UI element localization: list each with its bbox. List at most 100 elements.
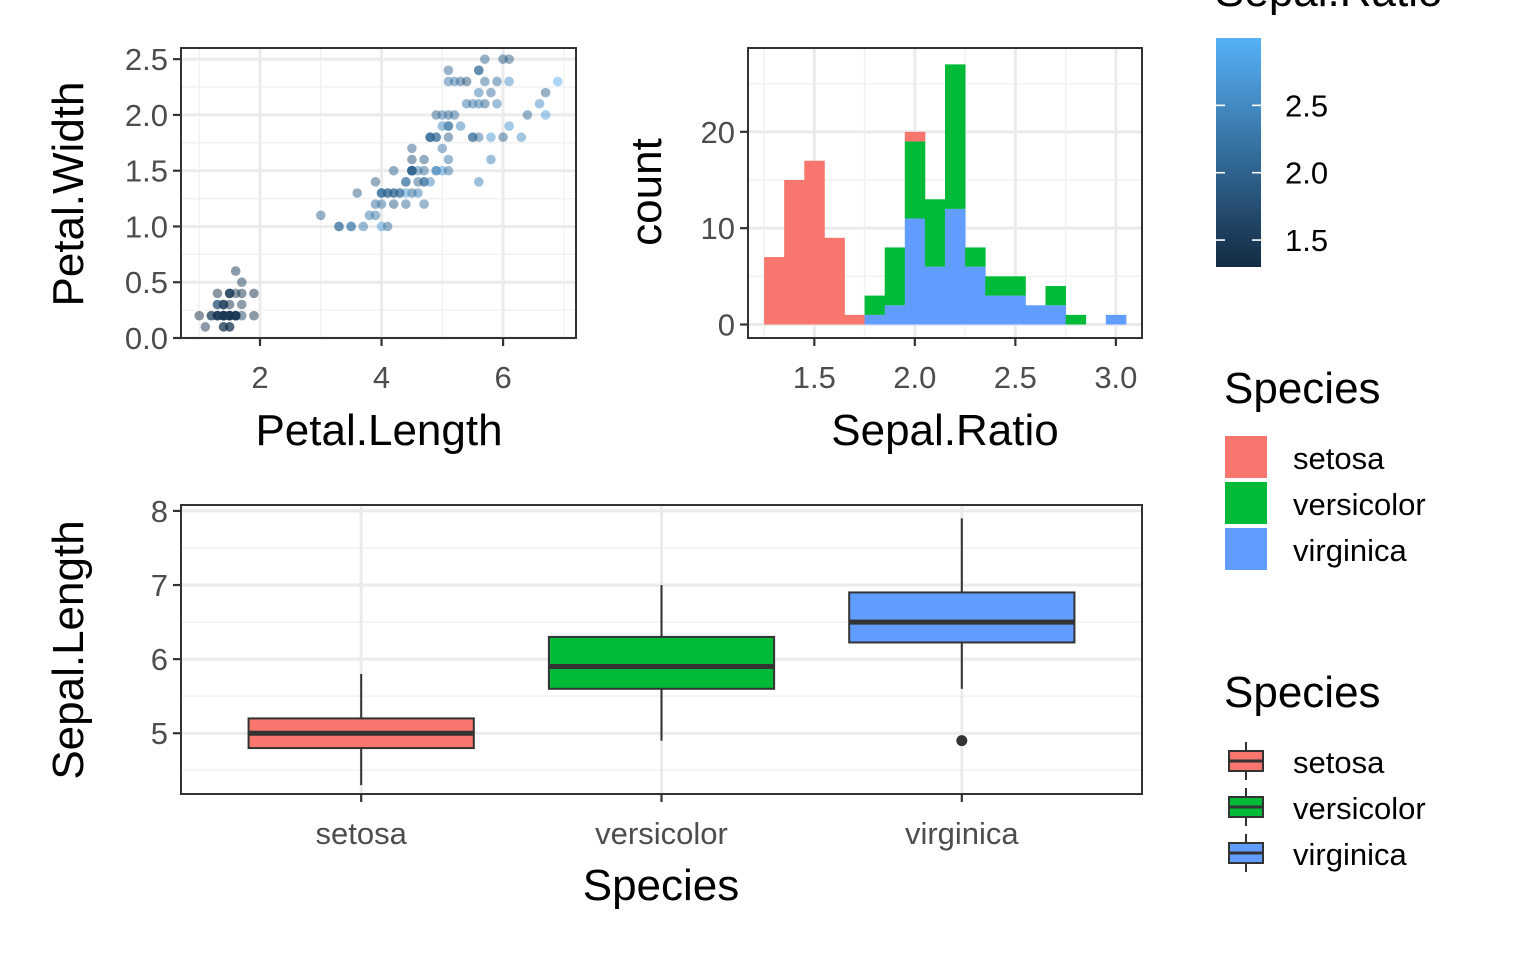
histogram-bar-virginica	[1005, 295, 1026, 325]
boxplot-x-axis-title: Species	[583, 861, 740, 910]
scatter-point	[443, 65, 454, 76]
box-legend-label-setosa: setosa	[1293, 745, 1385, 780]
histogram-bar-versicolor	[945, 64, 966, 209]
scatter-y-tick-label: 1.5	[125, 154, 168, 189]
scatter-point	[540, 87, 551, 98]
scatter-point	[419, 199, 429, 209]
box-legend-title: Species	[1224, 668, 1381, 717]
scatter-y-tick-label: 2.5	[125, 42, 168, 77]
scatter-point	[461, 76, 472, 87]
histogram-bar-virginica	[904, 218, 926, 325]
scatter-point	[419, 165, 429, 176]
scatter-point	[467, 132, 478, 143]
boxplot-box-virginica	[848, 591, 1076, 644]
scatter-x-tick-label: 6	[494, 360, 511, 395]
histogram-x-tick-label: 1.5	[793, 360, 836, 395]
scatter-point	[224, 288, 235, 299]
scatter-point	[194, 310, 205, 321]
scatter-y-axis-title: Petal.Width	[44, 82, 93, 307]
histogram-x-tick-label: 3.0	[1094, 360, 1137, 395]
scatter-point	[534, 98, 545, 109]
scatter-point	[419, 154, 429, 165]
scatter-point	[352, 188, 363, 198]
scatter-point	[388, 199, 399, 209]
scatter-point	[249, 310, 259, 321]
scatter-x-tick-label: 2	[251, 360, 268, 395]
histogram-bar-versicolor	[985, 276, 1006, 296]
scatter-point	[437, 121, 448, 131]
histogram-tick-marks	[740, 130, 1117, 346]
scatter-point	[212, 288, 223, 299]
legend-key-versicolor	[1225, 482, 1267, 524]
scatter-point	[443, 165, 454, 176]
scatter-point	[486, 154, 496, 165]
scatter-point	[334, 221, 344, 232]
histogram-bar-versicolor	[965, 247, 986, 267]
histogram-bar-versicolor	[1005, 276, 1026, 296]
scatter-y-tick-label: 0.0	[125, 321, 168, 356]
scatter-point	[382, 188, 393, 198]
boxplot-outlier-virginica	[956, 735, 968, 747]
histogram-bar-setosa	[824, 237, 845, 325]
legend-key-virginica	[1225, 528, 1267, 570]
scatter-point	[394, 188, 405, 198]
scatter-point	[425, 177, 435, 187]
scatter-panel-border	[180, 47, 577, 339]
fill-legend: Species setosa versicolor virginica	[1224, 364, 1426, 570]
scatter-tick-marks	[173, 58, 505, 346]
scatter-point	[449, 76, 460, 87]
scatter-point	[443, 132, 454, 143]
scatter-point	[473, 177, 484, 187]
scatter-point	[388, 165, 399, 176]
scatter-x-tick-label: 4	[373, 360, 390, 395]
box-legend: Species setosa versicolor virginica	[1224, 668, 1426, 872]
histogram-x-tick-label: 2.5	[994, 360, 1037, 395]
scatter-point	[443, 154, 454, 165]
histogram-bar-versicolor	[1065, 314, 1087, 325]
histogram-bar-versicolor	[864, 295, 886, 315]
scatter-point	[473, 65, 484, 76]
scatter-point	[473, 98, 484, 109]
box-legend-label-versicolor: versicolor	[1293, 791, 1426, 826]
box-legend-keys	[1228, 742, 1264, 872]
scatter-point	[504, 121, 514, 131]
scatter-point	[437, 143, 448, 154]
histogram-bar-versicolor	[924, 199, 946, 267]
histogram-bar-versicolor	[884, 247, 906, 306]
colorbar-label: 1.5	[1285, 223, 1328, 258]
legend-key-setosa	[1225, 436, 1267, 478]
histogram-x-axis-title: Sepal.Ratio	[831, 406, 1058, 455]
scatter-point	[425, 132, 435, 143]
scatter-point	[552, 76, 563, 87]
histogram-panel-border	[747, 47, 1143, 339]
legend-label-versicolor: versicolor	[1293, 487, 1426, 522]
histogram-x-tick-label: 2.0	[893, 360, 936, 395]
histogram-bar-virginica	[965, 266, 986, 325]
scatter-point	[492, 98, 502, 109]
boxplot-tick-marks	[173, 509, 963, 802]
histogram-bar-virginica	[945, 208, 966, 325]
histogram-bar-virginica	[924, 266, 946, 325]
scatter-point	[455, 121, 466, 131]
scatter-point	[236, 299, 247, 310]
histogram-y-axis-title: count	[622, 138, 671, 246]
histogram-bar-virginica	[1045, 305, 1067, 325]
legend-label-virginica: virginica	[1293, 533, 1407, 568]
boxplot-x-tick-label: virginica	[905, 816, 1019, 851]
scatter-point	[498, 132, 508, 143]
scatter-point	[218, 322, 229, 332]
scatter-y-tick-label: 2.0	[125, 98, 168, 133]
boxplot-x-tick-label: setosa	[316, 816, 408, 851]
histogram-y-tick-label: 0	[718, 308, 735, 343]
boxplot-y-tick-label: 8	[151, 494, 168, 529]
scatter-point	[200, 322, 211, 332]
colorbar-legend: Sepal.Ratio 1.5 2.0 2.5	[1215, 0, 1442, 267]
histogram-bar-versicolor	[904, 141, 926, 219]
histogram-bar-virginica	[1105, 314, 1127, 325]
histogram-bar-setosa	[804, 160, 825, 325]
scatter-point	[486, 87, 496, 98]
scatter-point	[249, 288, 259, 299]
scatter-point	[407, 154, 417, 165]
fill-legend-title: Species	[1224, 364, 1381, 413]
scatter-point	[358, 221, 369, 232]
